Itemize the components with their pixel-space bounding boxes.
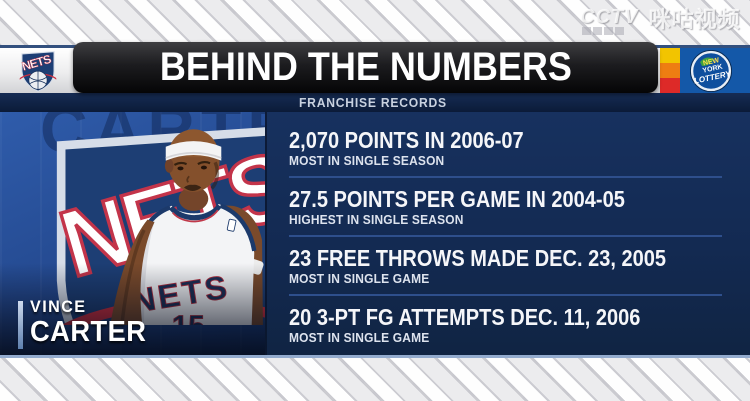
cctv-channel-boxes	[582, 27, 624, 35]
player-first-name: VINCE	[30, 297, 87, 316]
cctv-logo: CCTV	[580, 6, 639, 28]
record-detail: MOST IN SINGLE GAME	[288, 330, 430, 345]
player-last-name: CARTER	[30, 316, 147, 348]
record-item-3: 23 FREE THROWS MADE DEC. 23, 2005 MOST I…	[289, 237, 722, 294]
record-headline: 27.5 POINTS PER GAME IN 2004-05	[288, 186, 625, 212]
record-divider	[288, 176, 722, 178]
record-headline: 23 FREE THROWS MADE DEC. 23, 2005	[288, 245, 666, 271]
lottery-text-york: YORK	[702, 64, 723, 75]
player-panel: CARTER NETS	[0, 112, 265, 355]
record-detail: MOST IN SINGLE GAME	[288, 271, 430, 286]
name-accent-bar	[18, 301, 23, 349]
lottery-stripes	[660, 48, 680, 93]
record-divider	[288, 235, 722, 237]
franchise-records-panel: 2,070 POINTS IN 2006-07 MOST IN SINGLE S…	[264, 112, 750, 355]
record-item-4: 20 3-PT FG ATTEMPTS DEC. 11, 2006 MOST I…	[289, 296, 722, 353]
broadcast-watermark: CCTV 咪咕视频	[580, 6, 745, 40]
title-banner: BEHIND THE NUMBERS	[73, 42, 658, 93]
headband	[165, 141, 222, 161]
record-detail: MOST IN SINGLE SEASON	[288, 153, 445, 168]
panel-bottom-shadow	[0, 263, 265, 355]
page-title: BEHIND THE NUMBERS	[159, 44, 572, 89]
nba-logo-patch	[226, 218, 237, 232]
record-detail: HIGHEST IN SINGLE SEASON	[288, 212, 464, 227]
record-headline: 20 3-PT FG ATTEMPTS DEC. 11, 2006	[288, 304, 641, 330]
record-divider	[288, 294, 722, 296]
record-item-1: 2,070 POINTS IN 2006-07 MOST IN SINGLE S…	[289, 119, 722, 176]
lottery-green-graphic	[700, 57, 714, 66]
new-york-lottery-logo: NEW YORK LOTTERY	[690, 50, 732, 92]
subheader-label: FRANCHISE RECORDS	[299, 95, 447, 110]
nets-logo-small	[14, 51, 62, 93]
migu-video-logo: 咪咕视频	[648, 7, 741, 32]
new-york-lottery-panel: NEW YORK LOTTERY	[660, 48, 750, 93]
cctv-watermark: CCTV	[580, 6, 639, 35]
content-area: CARTER NETS	[0, 112, 750, 358]
record-headline: 2,070 POINTS IN 2006-07	[288, 127, 524, 153]
lottery-text-new: NEW	[702, 57, 720, 67]
subheader-bar: FRANCHISE RECORDS	[0, 93, 750, 112]
record-item-2: 27.5 POINTS PER GAME IN 2004-05 HIGHEST …	[289, 178, 722, 235]
player-name-block: VINCE CARTER	[18, 297, 154, 349]
